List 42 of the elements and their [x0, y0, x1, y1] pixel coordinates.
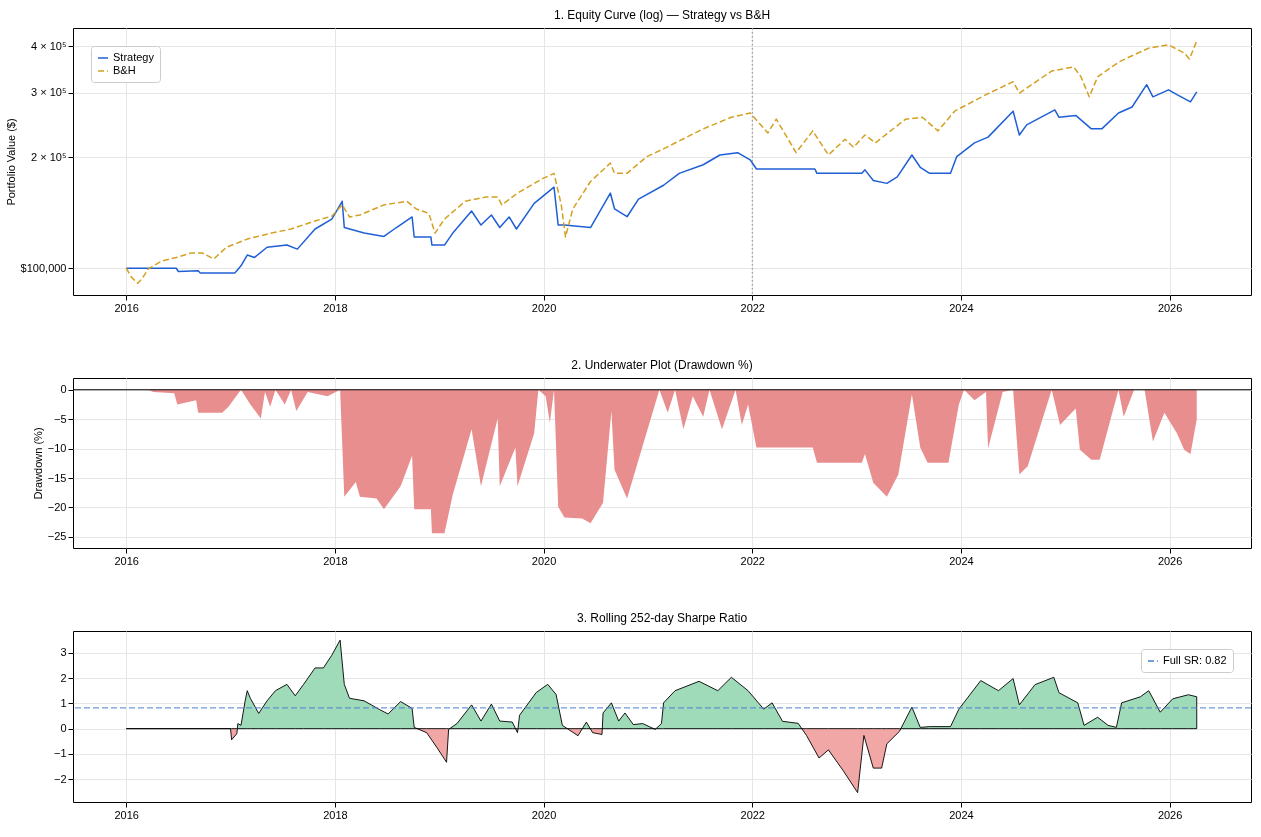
y-axis-title: Portfolio Value ($): [4, 118, 17, 206]
x-tick-label: 2022: [740, 808, 765, 821]
x-tick-label: 2022: [740, 301, 765, 314]
legend-label: B&H: [113, 64, 136, 76]
y-tick-label: −1: [53, 747, 67, 760]
x-tick-label: 2018: [323, 554, 348, 567]
x-tick-label: 2016: [114, 554, 139, 567]
y-tick-label: $100,000: [20, 261, 67, 274]
y-axis-title: Drawdown (%): [31, 427, 44, 500]
y-tick-label: 3: [60, 646, 67, 659]
y-tick-label: −25: [47, 530, 67, 543]
x-tick-label: 2022: [740, 554, 765, 567]
chart-title: 3. Rolling 252-day Sharpe Ratio: [576, 611, 748, 625]
y-tick-label: 0: [60, 722, 67, 735]
x-tick-label: 2016: [114, 808, 139, 821]
y-tick-label: 3 × 10⁵: [31, 86, 67, 99]
x-tick-label: 2016: [114, 301, 139, 314]
y-tick-label: 1: [60, 696, 67, 709]
y-tick-label: −5: [53, 412, 67, 425]
chart-title: 1. Equity Curve (log) — Strategy vs B&H: [553, 7, 771, 22]
y-tick-label: −15: [47, 471, 67, 484]
x-tick-label: 2024: [949, 554, 974, 567]
x-tick-label: 2024: [949, 808, 974, 821]
y-tick-label: 4 × 10⁵: [31, 39, 67, 52]
x-tick-label: 2024: [949, 301, 974, 314]
x-tick-label: 2020: [531, 301, 557, 314]
y-tick-label: 2: [60, 671, 67, 684]
x-tick-label: 2018: [323, 301, 348, 314]
x-tick-label: 2026: [1157, 808, 1183, 821]
x-tick-label: 2020: [531, 808, 557, 821]
y-tick-label: −2: [53, 772, 67, 785]
legend-label: Full SR: 0.82: [1163, 654, 1227, 666]
x-tick-label: 2018: [323, 808, 348, 821]
y-tick-label: −10: [47, 442, 67, 455]
legend-label: Strategy: [113, 51, 155, 63]
y-tick-label: −20: [47, 500, 67, 513]
chart-title: 2. Underwater Plot (Drawdown %): [571, 358, 753, 372]
y-tick-label: 2 × 10⁵: [31, 150, 67, 163]
x-tick-label: 2026: [1157, 554, 1183, 567]
x-tick-label: 2020: [531, 554, 557, 567]
y-tick-label: 0: [60, 383, 67, 396]
x-tick-label: 2026: [1157, 301, 1183, 314]
